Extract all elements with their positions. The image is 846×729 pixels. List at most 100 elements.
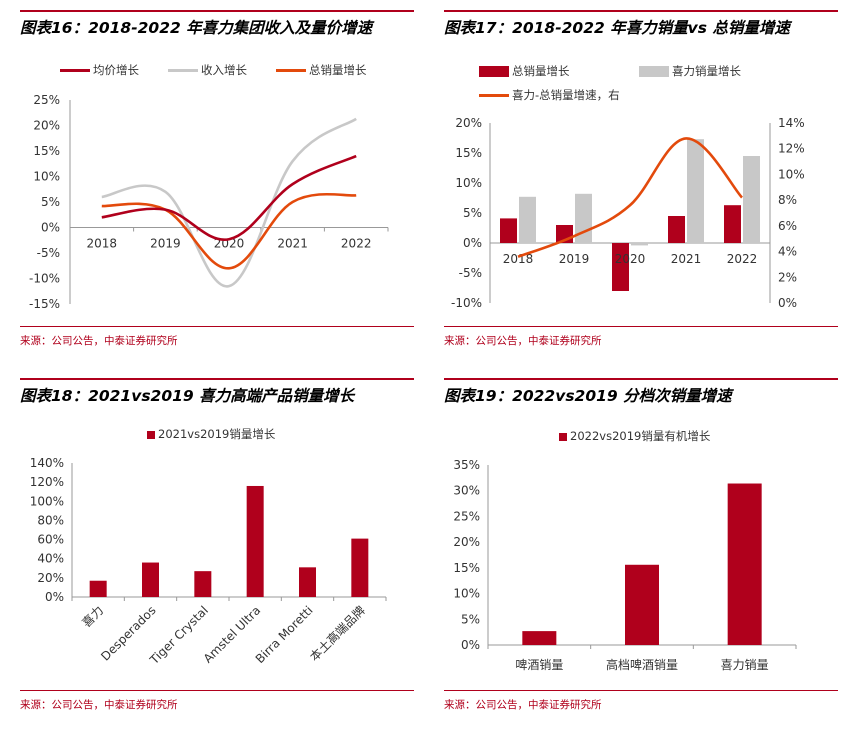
x-tick-label: 2022 (341, 237, 372, 251)
y-tick-label: 25% (33, 93, 60, 107)
bar-chart-premium-products: 140%120%100%80%60%40%20%0%喜力DesperadosTi… (30, 456, 387, 668)
legend-item-volume-growth: 总销量增长 (276, 62, 367, 78)
y-tick-label-right: 12% (778, 142, 805, 156)
bar-volume-growth (351, 538, 369, 597)
line-diff-growth (517, 137, 743, 258)
bar-volume-growth (89, 580, 107, 597)
y-tick-label-right: 10% (778, 167, 805, 181)
combo-chart-heineken-volume: 20% 15% 10% 5% 0% -5% -10% 14% 12% 10% 8% 6% 4% 2% 0% 2… (451, 116, 805, 310)
y-tick-label: 10% (453, 587, 480, 601)
chart-panel-revenue-growth: 图表16：2018-2022 年喜力集团收入及量价增速 均价增长 收入增长 总销… (0, 0, 424, 360)
x-tick-label: 2020 (615, 252, 646, 266)
bar-heineken-volume (631, 243, 648, 246)
legend-label: 喜力销量增长 (672, 64, 741, 78)
y-tick-label: -10% (29, 272, 60, 286)
y-tick-label: -5% (37, 246, 60, 260)
legend-item-organic-growth: 2022vs2019销量有机增长 (559, 428, 710, 444)
y-tick-label: 100% (30, 494, 64, 508)
x-tick-label: 本土高端品牌 (306, 603, 368, 665)
legend-label: 收入增长 (201, 63, 247, 77)
y-tick-label: 20% (33, 119, 60, 133)
legend-label: 2021vs2019销量增长 (158, 427, 276, 441)
y-tick-label: 35% (453, 458, 480, 472)
y-tick-label-left: 0% (463, 236, 482, 250)
y-tick-label: 15% (453, 561, 480, 575)
legend-item-total-volume: 总销量增长 (479, 63, 570, 79)
bar-volume-growth (142, 562, 159, 597)
line-chart-revenue-growth: 25%20%15%10%5%0%-5%-10%-15%2018 2019 2020 2… (29, 93, 389, 311)
y-tick-label-left: -10% (451, 296, 482, 310)
y-tick-label-right: 0% (778, 296, 797, 310)
chart-panel-tier-growth: 图表19：2022vs2019 分档次销量增速 2022vs2019销量有机增长… (424, 365, 846, 729)
bar-organic-growth (625, 564, 659, 645)
y-tick-label: 80% (37, 513, 64, 527)
x-tick-label: 高档啤酒销量 (606, 657, 678, 672)
bar-heineken-volume (743, 156, 760, 243)
x-tick-label: 2019 (559, 252, 590, 266)
chart-panel-heineken-volume: 图表17：2018-2022 年喜力销量vs 总销量增速 总销量增长 喜力销量增… (424, 0, 846, 360)
legend-swatch (276, 69, 306, 72)
legend-swatch (479, 94, 509, 97)
y-tick-label: 120% (30, 475, 64, 489)
legend-label: 总销量增长 (512, 64, 570, 78)
x-tick-label: 2021 (671, 252, 702, 266)
legend-swatch (479, 66, 509, 77)
y-tick-label: 5% (461, 612, 480, 626)
bar-total-volume (724, 205, 741, 243)
bar-volume-growth (299, 567, 316, 597)
y-tick-label: 0% (45, 590, 64, 604)
bar-total-volume (612, 243, 629, 291)
y-tick-label: 25% (453, 509, 480, 523)
source-note: 来源：公司公告，中泰证券研究所 (444, 326, 838, 348)
y-tick-label-right: 14% (778, 116, 805, 130)
y-tick-label: 60% (37, 533, 64, 547)
y-tick-label: 40% (37, 552, 64, 566)
line-revenue-growth (101, 117, 357, 288)
legend-item-volume-growth-2021vs2019: 2021vs2019销量增长 (147, 426, 275, 442)
x-tick-label: 2018 (503, 252, 534, 266)
y-tick-label: 20% (37, 571, 64, 585)
y-tick-label: 0% (461, 638, 480, 652)
legend-item-diff-right: 喜力-总销量增速，右 (479, 87, 620, 103)
chart-title: 图表17：2018-2022 年喜力销量vs 总销量增速 (444, 10, 838, 45)
bar-heineken-volume (687, 139, 704, 243)
x-tick-label: 2018 (87, 237, 118, 251)
y-tick-label-left: -5% (459, 266, 482, 280)
y-tick-label-right: 4% (778, 245, 797, 259)
source-note: 来源：公司公告，中泰证券研究所 (444, 690, 838, 712)
x-tick-label: 喜力销量 (721, 658, 769, 672)
legend-label: 均价增长 (93, 63, 139, 77)
chart-title: 图表18：2021vs2019 喜力高端产品销量增长 (20, 378, 414, 413)
x-tick-label: 2022 (727, 252, 758, 266)
bar-total-volume (500, 218, 517, 243)
y-tick-label-left: 10% (455, 176, 482, 190)
x-tick-label: 2019 (150, 237, 181, 251)
bar-organic-growth (727, 483, 762, 645)
y-tick-label: 0% (41, 221, 60, 235)
source-note: 来源：公司公告，中泰证券研究所 (20, 690, 414, 712)
y-tick-label: 15% (33, 144, 60, 158)
bar-organic-growth (522, 631, 557, 645)
legend-item-revenue-growth: 收入增长 (168, 62, 247, 78)
y-tick-label-right: 6% (778, 219, 797, 233)
y-tick-label: 20% (453, 535, 480, 549)
y-tick-label: 140% (30, 456, 64, 470)
line-price-growth (101, 154, 357, 241)
y-tick-label-left: 20% (455, 116, 482, 130)
bar-heineken-volume (519, 196, 536, 243)
bar-volume-growth (194, 571, 212, 597)
legend-label: 喜力-总销量增速，右 (512, 88, 620, 102)
legend-swatch (147, 430, 155, 439)
x-tick-label: 2021 (277, 237, 308, 251)
x-tick-label: 啤酒销量 (515, 657, 563, 672)
y-tick-label-left: 5% (463, 206, 482, 220)
bar-total-volume (668, 216, 685, 243)
y-tick-label: 10% (33, 170, 60, 184)
chart-panel-premium-products: 图表18：2021vs2019 喜力高端产品销量增长 2021vs2019销量增… (0, 365, 424, 729)
bar-chart-tier-growth: 35% 30% 25% 20% 15% 10% 5% 0% 啤酒销量 高档啤酒销量 喜力销量 (453, 458, 797, 672)
legend-swatch (559, 432, 567, 441)
legend-swatch (60, 69, 90, 72)
y-tick-label-left: 15% (455, 146, 482, 160)
bar-volume-growth (246, 485, 264, 597)
legend-label: 2022vs2019销量有机增长 (570, 429, 711, 443)
